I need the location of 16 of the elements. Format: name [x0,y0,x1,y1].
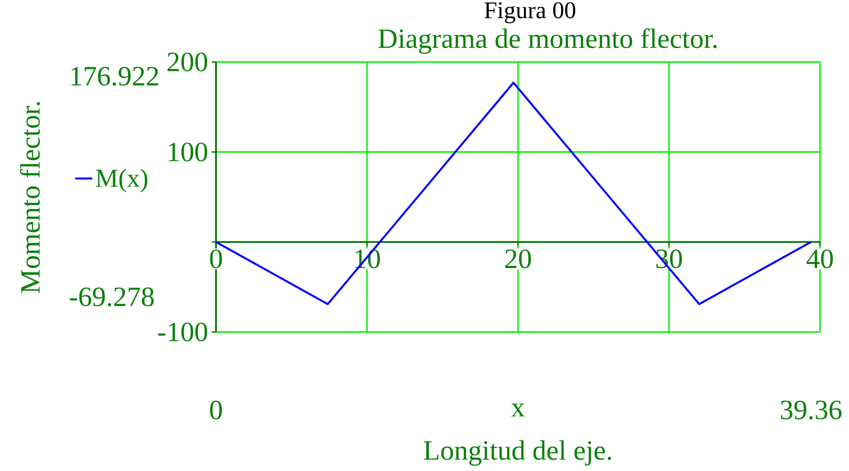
text: 176.922 [71,66,158,86]
x-axis-title: Longitud del eje. [424,440,612,466]
x-tick-label: 20 [505,249,531,268]
text: 0 [210,400,222,420]
text: x [511,404,525,416]
y-tick-label: 200 [168,52,208,72]
x-tick-label: 0 [210,249,222,268]
x-tick-label: 40 [806,249,833,268]
text: 39.36 [780,400,842,420]
legend-label: M(x) [96,168,148,192]
y-axis-title: Momento flector. [20,102,40,294]
chart-subtitle: Diagrama de momento flector. [378,28,717,54]
y-tick-label: 100 [168,142,208,162]
y-tick-label: -100 [158,322,208,342]
chart-title: Figura 00 [484,2,576,24]
text: -69.278 [70,287,154,306]
